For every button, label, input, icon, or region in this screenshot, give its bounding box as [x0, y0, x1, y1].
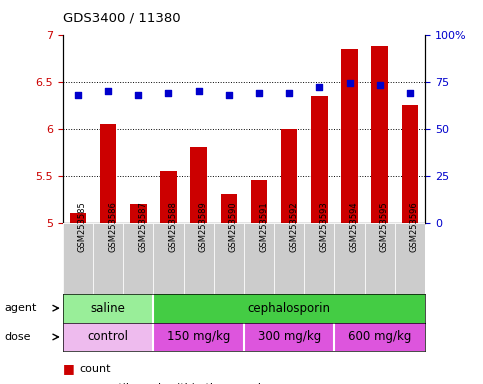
Text: 600 mg/kg: 600 mg/kg: [348, 331, 412, 343]
Bar: [123, 223, 154, 294]
Text: GSM253593: GSM253593: [319, 201, 328, 252]
Point: [406, 90, 414, 96]
Point: [255, 90, 263, 96]
Bar: [160, 171, 177, 223]
Point: [165, 90, 172, 96]
Bar: [334, 223, 365, 294]
Text: GSM253594: GSM253594: [350, 201, 358, 252]
Text: GSM253592: GSM253592: [289, 201, 298, 252]
Bar: [70, 214, 86, 223]
Text: GSM253590: GSM253590: [229, 201, 238, 252]
Bar: [244, 323, 334, 351]
Bar: [93, 223, 123, 294]
Point: [134, 92, 142, 98]
Point: [195, 88, 202, 94]
Bar: [281, 129, 298, 223]
Text: GSM253596: GSM253596: [410, 201, 419, 252]
Text: 300 mg/kg: 300 mg/kg: [257, 331, 321, 343]
Bar: [371, 46, 388, 223]
Text: GSM253591: GSM253591: [259, 201, 268, 252]
Bar: [184, 223, 213, 294]
Bar: [154, 323, 244, 351]
Bar: [213, 223, 244, 294]
Text: GSM253595: GSM253595: [380, 201, 389, 252]
Bar: [251, 180, 267, 223]
Bar: [334, 323, 425, 351]
Point: [285, 90, 293, 96]
Point: [225, 92, 233, 98]
Point: [315, 84, 323, 90]
Text: dose: dose: [5, 332, 31, 342]
Point: [376, 82, 384, 88]
Bar: [304, 223, 334, 294]
Bar: [395, 223, 425, 294]
Bar: [402, 105, 418, 223]
Bar: [274, 223, 304, 294]
Bar: [154, 294, 425, 323]
Text: GSM253587: GSM253587: [138, 201, 147, 252]
Text: control: control: [87, 331, 128, 343]
Bar: [63, 294, 154, 323]
Text: percentile rank within the sample: percentile rank within the sample: [80, 383, 268, 384]
Bar: [100, 124, 116, 223]
Bar: [63, 223, 93, 294]
Text: count: count: [80, 364, 111, 374]
Point: [104, 88, 112, 94]
Bar: [311, 96, 327, 223]
Bar: [190, 147, 207, 223]
Text: GSM253589: GSM253589: [199, 201, 208, 252]
Bar: [221, 195, 237, 223]
Point: [346, 80, 354, 86]
Text: 150 mg/kg: 150 mg/kg: [167, 331, 230, 343]
Text: GSM253585: GSM253585: [78, 201, 87, 252]
Text: agent: agent: [5, 303, 37, 313]
Bar: [244, 223, 274, 294]
Text: saline: saline: [91, 302, 126, 314]
Text: ■: ■: [63, 362, 74, 375]
Text: GSM253588: GSM253588: [169, 201, 177, 252]
Text: cephalosporin: cephalosporin: [248, 302, 331, 314]
Text: GDS3400 / 11380: GDS3400 / 11380: [63, 12, 181, 25]
Point: [74, 92, 82, 98]
Bar: [365, 223, 395, 294]
Text: GSM253586: GSM253586: [108, 201, 117, 252]
Bar: [341, 49, 358, 223]
Bar: [154, 223, 184, 294]
Text: ■: ■: [63, 381, 74, 384]
Bar: [63, 323, 154, 351]
Bar: [130, 204, 146, 223]
